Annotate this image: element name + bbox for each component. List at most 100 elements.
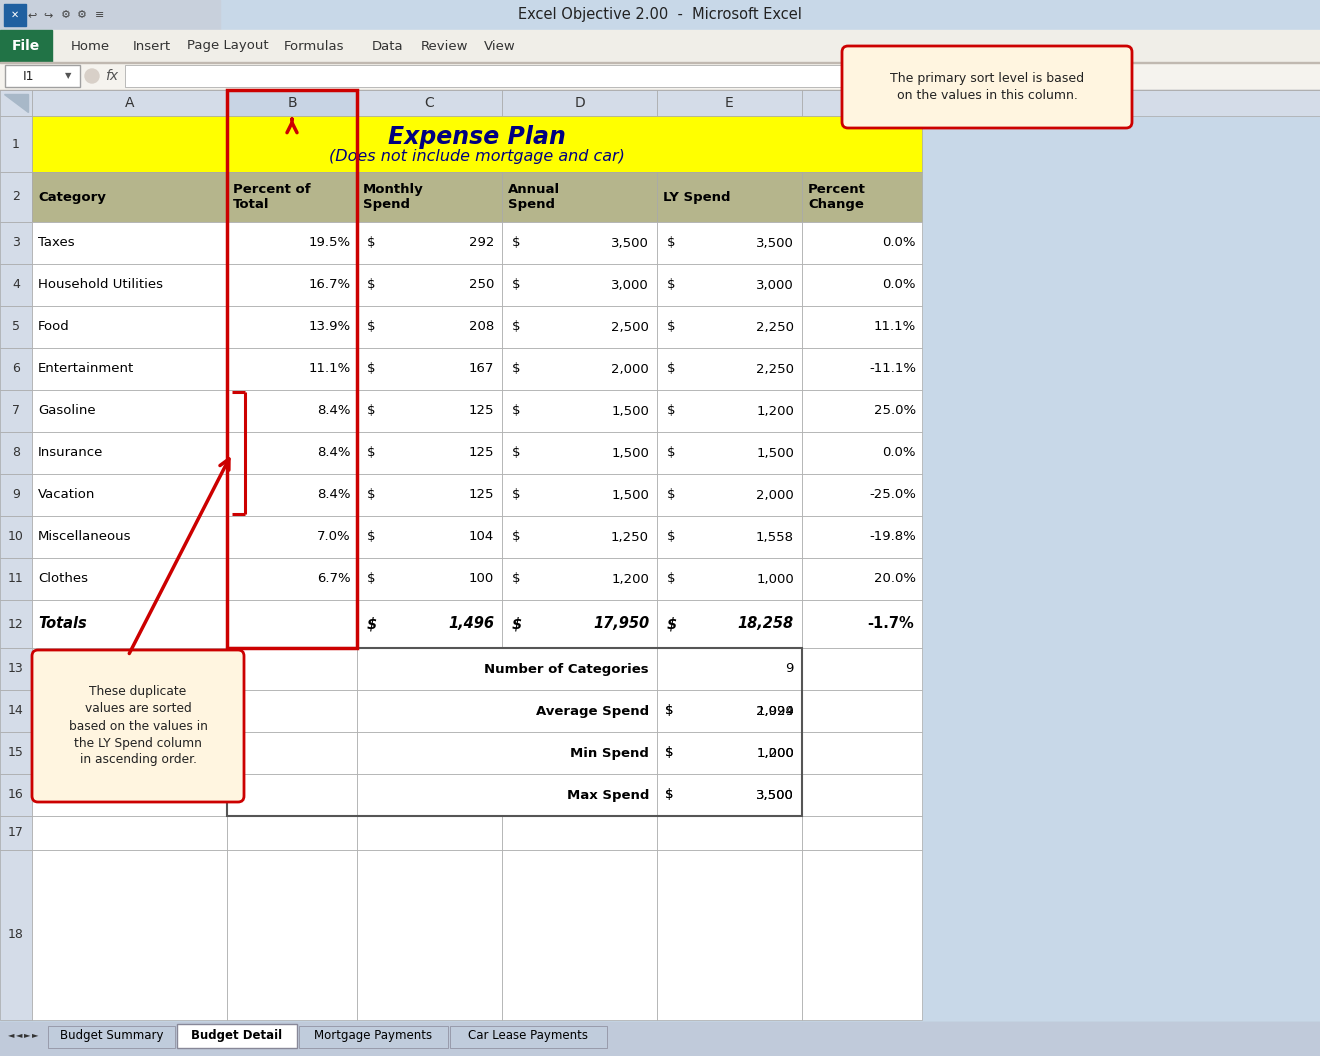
Text: $: $ bbox=[367, 279, 375, 291]
Bar bbox=[125, 65, 921, 87]
Text: Monthly
Spend: Monthly Spend bbox=[363, 183, 424, 211]
Text: $: $ bbox=[667, 489, 676, 502]
Text: 208: 208 bbox=[469, 321, 494, 334]
Bar bbox=[502, 264, 657, 306]
Text: 5: 5 bbox=[12, 321, 20, 334]
Circle shape bbox=[84, 69, 99, 83]
Text: 2,029: 2,029 bbox=[756, 704, 795, 717]
Bar bbox=[803, 558, 921, 600]
Bar bbox=[227, 690, 356, 732]
Bar bbox=[227, 774, 356, 816]
Text: Formulas: Formulas bbox=[284, 39, 345, 53]
Bar bbox=[356, 690, 657, 732]
Text: ►: ► bbox=[32, 1031, 38, 1039]
Text: ↪: ↪ bbox=[44, 10, 53, 20]
Bar bbox=[502, 348, 657, 390]
Text: Expense Plan: Expense Plan bbox=[388, 126, 566, 149]
Bar bbox=[32, 348, 227, 390]
Text: ≡: ≡ bbox=[95, 10, 104, 20]
Text: $: $ bbox=[512, 404, 520, 417]
Bar bbox=[0, 850, 32, 1020]
Bar bbox=[32, 474, 227, 516]
Bar bbox=[32, 172, 227, 222]
Bar bbox=[227, 390, 356, 432]
Bar bbox=[502, 432, 657, 474]
Text: 0.0%: 0.0% bbox=[883, 447, 916, 459]
Text: $: $ bbox=[667, 530, 676, 544]
Text: $: $ bbox=[367, 447, 375, 459]
Text: 2,500: 2,500 bbox=[611, 321, 649, 334]
Text: 7: 7 bbox=[12, 404, 20, 417]
Text: $: $ bbox=[665, 747, 673, 759]
Text: 10: 10 bbox=[8, 530, 24, 544]
Text: 167: 167 bbox=[469, 362, 494, 376]
Text: 3,500: 3,500 bbox=[756, 237, 795, 249]
Bar bbox=[5, 65, 81, 87]
Text: ◄: ◄ bbox=[16, 1031, 22, 1039]
Text: $: $ bbox=[512, 321, 520, 334]
Text: (Does not include mortgage and car): (Does not include mortgage and car) bbox=[329, 149, 624, 164]
Text: Home: Home bbox=[70, 39, 110, 53]
Text: 17,950: 17,950 bbox=[593, 617, 649, 631]
Bar bbox=[32, 222, 227, 264]
Bar bbox=[356, 172, 502, 222]
Text: 4: 4 bbox=[12, 279, 20, 291]
Bar bbox=[227, 558, 356, 600]
Bar bbox=[803, 600, 921, 648]
Text: 125: 125 bbox=[469, 489, 494, 502]
Text: Review: Review bbox=[420, 39, 467, 53]
Text: ►: ► bbox=[24, 1031, 30, 1039]
Text: 3,500: 3,500 bbox=[756, 789, 795, 802]
Bar bbox=[356, 558, 502, 600]
Text: -1.7%: -1.7% bbox=[867, 617, 913, 631]
Text: D: D bbox=[574, 96, 585, 110]
Text: 1,500: 1,500 bbox=[611, 489, 649, 502]
Bar bbox=[227, 816, 356, 850]
Text: 12: 12 bbox=[8, 618, 24, 630]
Text: 2,250: 2,250 bbox=[756, 321, 795, 334]
Text: 250: 250 bbox=[469, 279, 494, 291]
Bar bbox=[356, 648, 657, 690]
Bar bbox=[356, 816, 502, 850]
Text: 14: 14 bbox=[8, 704, 24, 717]
Text: 16.7%: 16.7% bbox=[309, 279, 351, 291]
Text: 20.0%: 20.0% bbox=[874, 572, 916, 585]
Bar bbox=[657, 264, 803, 306]
Bar bbox=[32, 116, 921, 172]
Bar bbox=[803, 432, 921, 474]
Text: $: $ bbox=[665, 704, 673, 717]
Bar bbox=[803, 348, 921, 390]
Bar bbox=[227, 306, 356, 348]
Bar bbox=[803, 390, 921, 432]
Text: 8.4%: 8.4% bbox=[318, 404, 351, 417]
Bar bbox=[502, 516, 657, 558]
Bar bbox=[803, 306, 921, 348]
Text: $: $ bbox=[367, 489, 375, 502]
Text: Totals: Totals bbox=[38, 617, 87, 631]
Text: Clothes: Clothes bbox=[38, 572, 88, 585]
Bar bbox=[356, 474, 502, 516]
Text: 3,500: 3,500 bbox=[611, 237, 649, 249]
Text: View: View bbox=[484, 39, 516, 53]
Text: 9: 9 bbox=[785, 662, 795, 676]
Bar bbox=[227, 432, 356, 474]
Text: 16: 16 bbox=[8, 789, 24, 802]
Text: 1,558: 1,558 bbox=[756, 530, 795, 544]
Bar bbox=[0, 474, 32, 516]
Bar bbox=[227, 648, 803, 816]
Bar bbox=[177, 1024, 297, 1048]
Bar bbox=[803, 816, 921, 850]
Bar bbox=[0, 732, 32, 774]
Text: 8.4%: 8.4% bbox=[318, 489, 351, 502]
Text: 3,000: 3,000 bbox=[611, 279, 649, 291]
Bar bbox=[0, 172, 32, 222]
Bar bbox=[657, 816, 803, 850]
Text: 125: 125 bbox=[469, 447, 494, 459]
Bar bbox=[803, 732, 921, 774]
Bar bbox=[502, 600, 657, 648]
Text: 18: 18 bbox=[8, 928, 24, 942]
Text: 3,500: 3,500 bbox=[756, 789, 795, 802]
Bar bbox=[0, 222, 32, 264]
Bar bbox=[657, 390, 803, 432]
Text: Insert: Insert bbox=[133, 39, 172, 53]
